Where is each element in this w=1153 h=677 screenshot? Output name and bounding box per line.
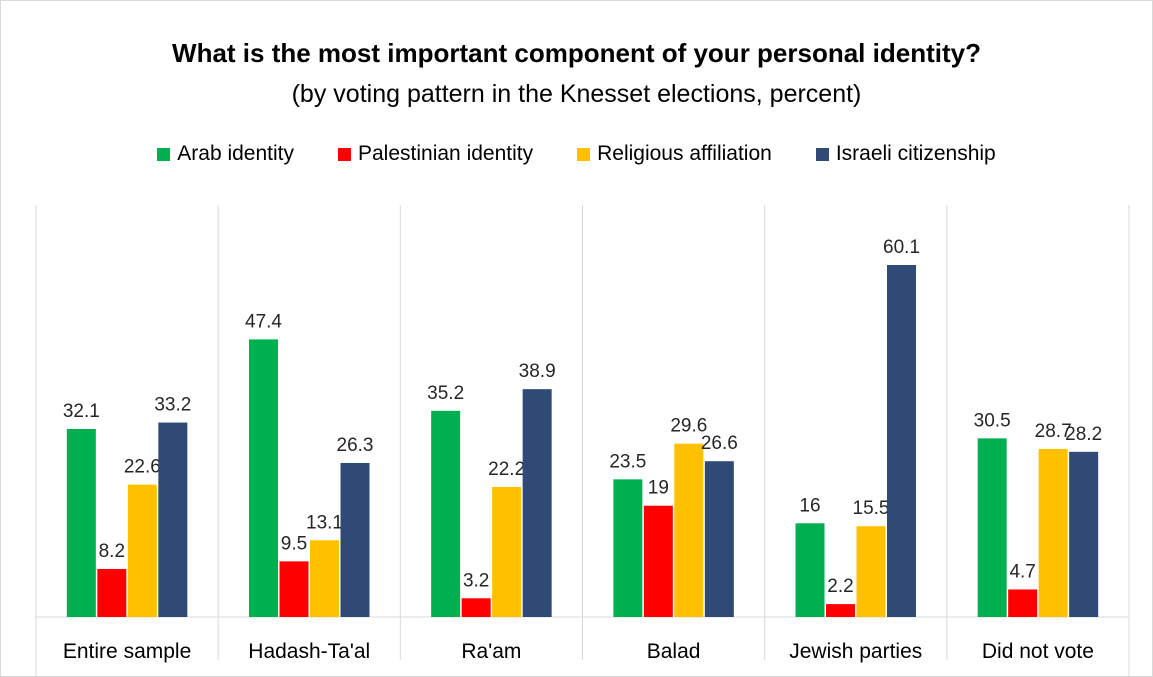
bar: [795, 523, 825, 617]
bar: [158, 422, 188, 617]
data-label: 38.9: [519, 361, 556, 382]
legend: Arab identity Palestinian identity Relig…: [0, 142, 1153, 166]
legend-label: Palestinian identity: [358, 142, 534, 165]
legend-label: Religious affiliation: [597, 142, 772, 165]
category-label: Balad: [647, 640, 701, 663]
data-label: 47.4: [245, 311, 282, 332]
legend-item-palestinian-identity: Palestinian identity: [338, 142, 533, 166]
data-label: 35.2: [427, 383, 464, 404]
data-label: 4.7: [1009, 561, 1035, 582]
bar: [340, 462, 370, 617]
data-label: 26.3: [337, 435, 374, 456]
bar: [431, 410, 461, 617]
category-label: Jewish parties: [789, 640, 922, 663]
bar: [66, 428, 96, 617]
bar: [643, 505, 673, 617]
legend-swatch: [815, 147, 829, 161]
bar: [492, 486, 522, 617]
data-label: 23.5: [609, 451, 646, 472]
bar: [310, 540, 339, 617]
data-label: 30.5: [974, 410, 1011, 431]
chart-subtitle: (by voting pattern in the Knesset electi…: [291, 80, 862, 108]
data-label: 9.5: [281, 533, 307, 554]
bar: [613, 479, 643, 617]
legend-label: Israeli citizenship: [835, 142, 996, 165]
data-label: 13.1: [306, 512, 343, 533]
data-label: 28.7: [1035, 421, 1072, 442]
data-label: 26.6: [701, 433, 738, 454]
bar: [97, 568, 127, 617]
bar: [1069, 451, 1099, 617]
legend-item-israeli-citizenship: Israeli citizenship: [815, 142, 996, 166]
data-label: 22.2: [488, 459, 525, 480]
bar: [856, 526, 886, 617]
data-label: 28.2: [1065, 424, 1102, 445]
data-label: 19: [648, 478, 669, 499]
category-label: Entire sample: [63, 640, 191, 663]
data-label: 29.6: [670, 416, 707, 437]
bar: [977, 438, 1007, 617]
data-label: 2.2: [827, 576, 853, 597]
data-label: 60.1: [883, 237, 920, 258]
bar: [704, 461, 734, 617]
bar: [674, 443, 704, 617]
data-label: 8.2: [99, 541, 125, 562]
bar: [522, 389, 552, 617]
bar: [1038, 448, 1068, 617]
legend-item-arab-identity: Arab identity: [157, 142, 294, 166]
legend-swatch: [577, 147, 591, 161]
data-label: 22.6: [124, 457, 161, 478]
legend-label: Arab identity: [177, 142, 294, 165]
data-label: 15.5: [853, 498, 890, 519]
legend-swatch: [157, 147, 171, 161]
bar: [461, 598, 491, 617]
bar: [826, 604, 855, 617]
bar: [127, 484, 157, 617]
data-label: 33.2: [154, 395, 191, 416]
data-label: 16: [799, 495, 820, 516]
bar: [249, 339, 278, 617]
bar: [887, 265, 916, 617]
legend-swatch: [338, 147, 351, 161]
category-label: Hadash-Ta'al: [248, 640, 370, 663]
category-label: Did not vote: [982, 640, 1094, 663]
category-label: Ra'am: [461, 640, 521, 663]
data-label: 3.2: [463, 570, 489, 591]
bar: [1008, 589, 1038, 617]
data-label: 32.1: [63, 401, 100, 422]
bar: [279, 561, 309, 617]
legend-item-religious-affiliation: Religious affiliation: [577, 142, 772, 166]
chart-title: What is the most important component of …: [172, 38, 981, 68]
